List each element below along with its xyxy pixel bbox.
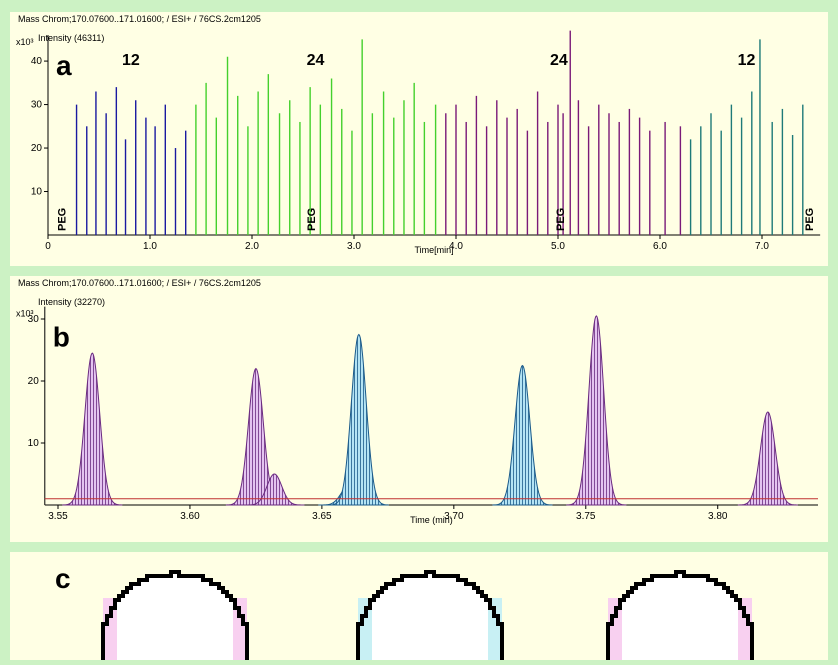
droplet-outline: [356, 570, 504, 664]
panel-label: b: [53, 322, 70, 353]
peak: [492, 364, 553, 506]
x-tick-label: 7.0: [755, 241, 769, 252]
x-tick-label: 3.75: [576, 511, 596, 522]
chart-header: Mass Chrom;170.07600..171.01600; / ESI+ …: [18, 278, 261, 288]
x-tick-label: 3.70: [444, 511, 464, 522]
y-tick-label: 10: [31, 187, 43, 198]
x-tick-label: 5.0: [551, 241, 565, 252]
droplet-body: [103, 572, 247, 664]
panel-a-frame: [10, 12, 828, 266]
x-tick-label: 1.0: [143, 241, 157, 252]
droplet-outline: [606, 570, 754, 664]
x-axis-label: Time[min]: [414, 245, 453, 255]
x-tick-label: 6.0: [653, 241, 667, 252]
y-unit: x10³: [16, 309, 34, 319]
peg-annotation: PEG: [555, 208, 567, 231]
peak: [328, 333, 389, 506]
series-label: 12: [738, 52, 756, 69]
peg-annotation: PEG: [804, 208, 816, 231]
y-tick-label: 20: [31, 143, 43, 154]
panel-label: a: [56, 50, 72, 81]
y-tick-label: 30: [31, 100, 43, 111]
droplet-body: [608, 572, 752, 664]
droplet-edge: [488, 598, 502, 660]
x-tick-label: 4.0: [449, 241, 463, 252]
x-tick-label: 3.80: [708, 511, 728, 522]
series-label: 12: [122, 52, 140, 69]
chart-header: Mass Chrom;170.07600..171.01600; / ESI+ …: [18, 14, 261, 24]
x-tick-label: 2.0: [245, 241, 259, 252]
y-axis-label: Intensity (32270): [38, 297, 105, 307]
series-label: 24: [550, 52, 568, 69]
droplet-edge: [358, 598, 372, 660]
droplet-edge: [233, 598, 247, 660]
series-label: 24: [307, 52, 325, 69]
x-tick-label: 3.0: [347, 241, 361, 252]
y-tick-label: 40: [31, 56, 43, 67]
peak: [62, 352, 123, 506]
droplet-edge: [608, 598, 622, 660]
panel-label: c: [55, 563, 71, 594]
x-tick-label: 0: [45, 241, 51, 252]
peak: [244, 473, 305, 506]
y-tick-label: 30: [28, 314, 40, 325]
y-tick-label: 20: [28, 376, 40, 387]
y-tick-label: 10: [28, 438, 40, 449]
droplet-outline: [101, 570, 249, 664]
peak: [566, 315, 627, 506]
y-unit: x10³: [16, 37, 34, 47]
peg-annotation: PEG: [306, 208, 318, 231]
droplet-body: [358, 572, 502, 664]
x-tick-label: 3.60: [180, 511, 200, 522]
x-axis-label: Time (min): [410, 515, 453, 525]
peg-annotation: PEG: [56, 208, 68, 231]
x-tick-label: 3.65: [312, 511, 332, 522]
panel-b-frame: [10, 276, 828, 542]
y-axis-label: Intensity (46311): [38, 33, 104, 43]
x-tick-label: 3.55: [48, 511, 68, 522]
droplet-edge: [738, 598, 752, 660]
peak: [737, 411, 798, 506]
droplet-edge: [103, 598, 117, 660]
